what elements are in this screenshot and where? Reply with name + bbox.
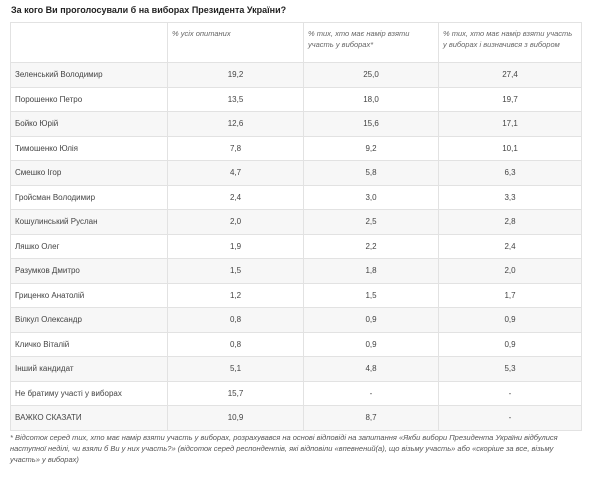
- table-header-row: % усіх опитаних % тих, хто має намір взя…: [10, 22, 582, 63]
- value-decided-voters: 0,9: [438, 331, 582, 357]
- table-row: Тимошенко Юлія 7,8 9,2 10,1: [10, 135, 582, 161]
- value-intend-to-vote: -: [303, 380, 439, 406]
- value-decided-voters: 17,1: [438, 111, 582, 137]
- value-decided-voters: 2,0: [438, 258, 582, 284]
- candidate-name: Гройсман Володимир: [10, 184, 168, 210]
- value-all-respondents: 1,5: [167, 258, 304, 284]
- value-all-respondents: 13,5: [167, 86, 304, 112]
- value-intend-to-vote: 4,8: [303, 356, 439, 382]
- value-intend-to-vote: 25,0: [303, 62, 439, 88]
- value-all-respondents: 0,8: [167, 331, 304, 357]
- table-row: Ляшко Олег 1,9 2,2 2,4: [10, 233, 582, 259]
- value-all-respondents: 19,2: [167, 62, 304, 88]
- value-all-respondents: 10,9: [167, 405, 304, 431]
- value-all-respondents: 1,2: [167, 282, 304, 308]
- candidate-name: Разумков Дмитро: [10, 258, 168, 284]
- table-row: Інший кандидат 5,1 4,8 5,3: [10, 356, 582, 382]
- value-all-respondents: 7,8: [167, 135, 304, 161]
- value-intend-to-vote: 0,9: [303, 331, 439, 357]
- value-decided-voters: 3,3: [438, 184, 582, 210]
- value-all-respondents: 4,7: [167, 160, 304, 186]
- candidate-name: Кличко Віталій: [10, 331, 168, 357]
- value-decided-voters: -: [438, 405, 582, 431]
- footnote: * Відсоток серед тих, хто має намір взят…: [10, 433, 558, 464]
- candidate-name: ВАЖКО СКАЗАТИ: [10, 405, 168, 431]
- candidate-name: Гриценко Анатолій: [10, 282, 168, 308]
- value-intend-to-vote: 2,2: [303, 233, 439, 259]
- candidate-name: Бойко Юрій: [10, 111, 168, 137]
- header-empty-cell: [10, 22, 168, 63]
- candidate-name: Тимошенко Юлія: [10, 135, 168, 161]
- column-header-all-respondents: % усіх опитаних: [167, 22, 304, 63]
- table-row: ВАЖКО СКАЗАТИ 10,9 8,7-: [10, 405, 582, 431]
- table-row: Зеленський Володимир 19,2 25,0 27,4: [10, 62, 582, 88]
- value-intend-to-vote: 3,0: [303, 184, 439, 210]
- value-decided-voters: 19,7: [438, 86, 582, 112]
- table-row: Разумков Дмитро 1,5 1,8 2,0: [10, 258, 582, 284]
- value-all-respondents: 12,6: [167, 111, 304, 137]
- value-decided-voters: 0,9: [438, 307, 582, 333]
- value-decided-voters: 5,3: [438, 356, 582, 382]
- table-row: Гройсман Володимир 2,4 3,0 3,3: [10, 184, 582, 210]
- value-decided-voters: 6,3: [438, 160, 582, 186]
- candidate-name: Інший кандидат: [10, 356, 168, 382]
- candidate-name: Ляшко Олег: [10, 233, 168, 259]
- value-intend-to-vote: 8,7: [303, 405, 439, 431]
- value-decided-voters: 2,8: [438, 209, 582, 235]
- value-decided-voters: 2,4: [438, 233, 582, 259]
- value-intend-to-vote: 18,0: [303, 86, 439, 112]
- value-intend-to-vote: 2,5: [303, 209, 439, 235]
- column-header-intend-to-vote: % тих, хто має намір взяти участь у вибо…: [303, 22, 439, 63]
- value-all-respondents: 2,0: [167, 209, 304, 235]
- table-row: Смешко Ігор 4,7 5,8 6,3: [10, 160, 582, 186]
- poll-results-table: % усіх опитаних % тих, хто має намір взя…: [10, 22, 582, 431]
- value-decided-voters: 1,7: [438, 282, 582, 308]
- candidate-name: Кошулинський Руслан: [10, 209, 168, 235]
- value-all-respondents: 1,9: [167, 233, 304, 259]
- candidate-name: Вілкул Олександр: [10, 307, 168, 333]
- table-row: Гриценко Анатолій 1,2 1,5 1,7: [10, 282, 582, 308]
- value-intend-to-vote: 0,9: [303, 307, 439, 333]
- candidate-name: Порошенко Петро: [10, 86, 168, 112]
- table-row: Кличко Віталій 0,8 0,9 0,9: [10, 331, 582, 357]
- table-row: Кошулинський Руслан 2,0 2,5 2,8: [10, 209, 582, 235]
- value-intend-to-vote: 1,5: [303, 282, 439, 308]
- candidate-name: Зеленський Володимир: [10, 62, 168, 88]
- value-decided-voters: 27,4: [438, 62, 582, 88]
- table-row: Бойко Юрій 12,6 15,6 17,1: [10, 111, 582, 137]
- candidate-name: Не братиму участі у виборах: [10, 380, 168, 406]
- table-title: За кого Ви проголосували б на виборах Пр…: [11, 5, 287, 15]
- column-header-decided-voters: % тих, хто має намір взяти участь у вибо…: [438, 22, 582, 63]
- table-row: Вілкул Олександр 0,8 0,9 0,9: [10, 307, 582, 333]
- value-all-respondents: 2,4: [167, 184, 304, 210]
- value-intend-to-vote: 15,6: [303, 111, 439, 137]
- candidate-name: Смешко Ігор: [10, 160, 168, 186]
- table-row: Порошенко Петро 13,5 18,0 19,7: [10, 86, 582, 112]
- value-decided-voters: -: [438, 380, 582, 406]
- value-intend-to-vote: 9,2: [303, 135, 439, 161]
- value-intend-to-vote: 5,8: [303, 160, 439, 186]
- value-intend-to-vote: 1,8: [303, 258, 439, 284]
- table-row: Не братиму участі у виборах 15,7- -: [10, 380, 582, 406]
- value-all-respondents: 15,7: [167, 380, 304, 406]
- value-decided-voters: 10,1: [438, 135, 582, 161]
- value-all-respondents: 0,8: [167, 307, 304, 333]
- value-all-respondents: 5,1: [167, 356, 304, 382]
